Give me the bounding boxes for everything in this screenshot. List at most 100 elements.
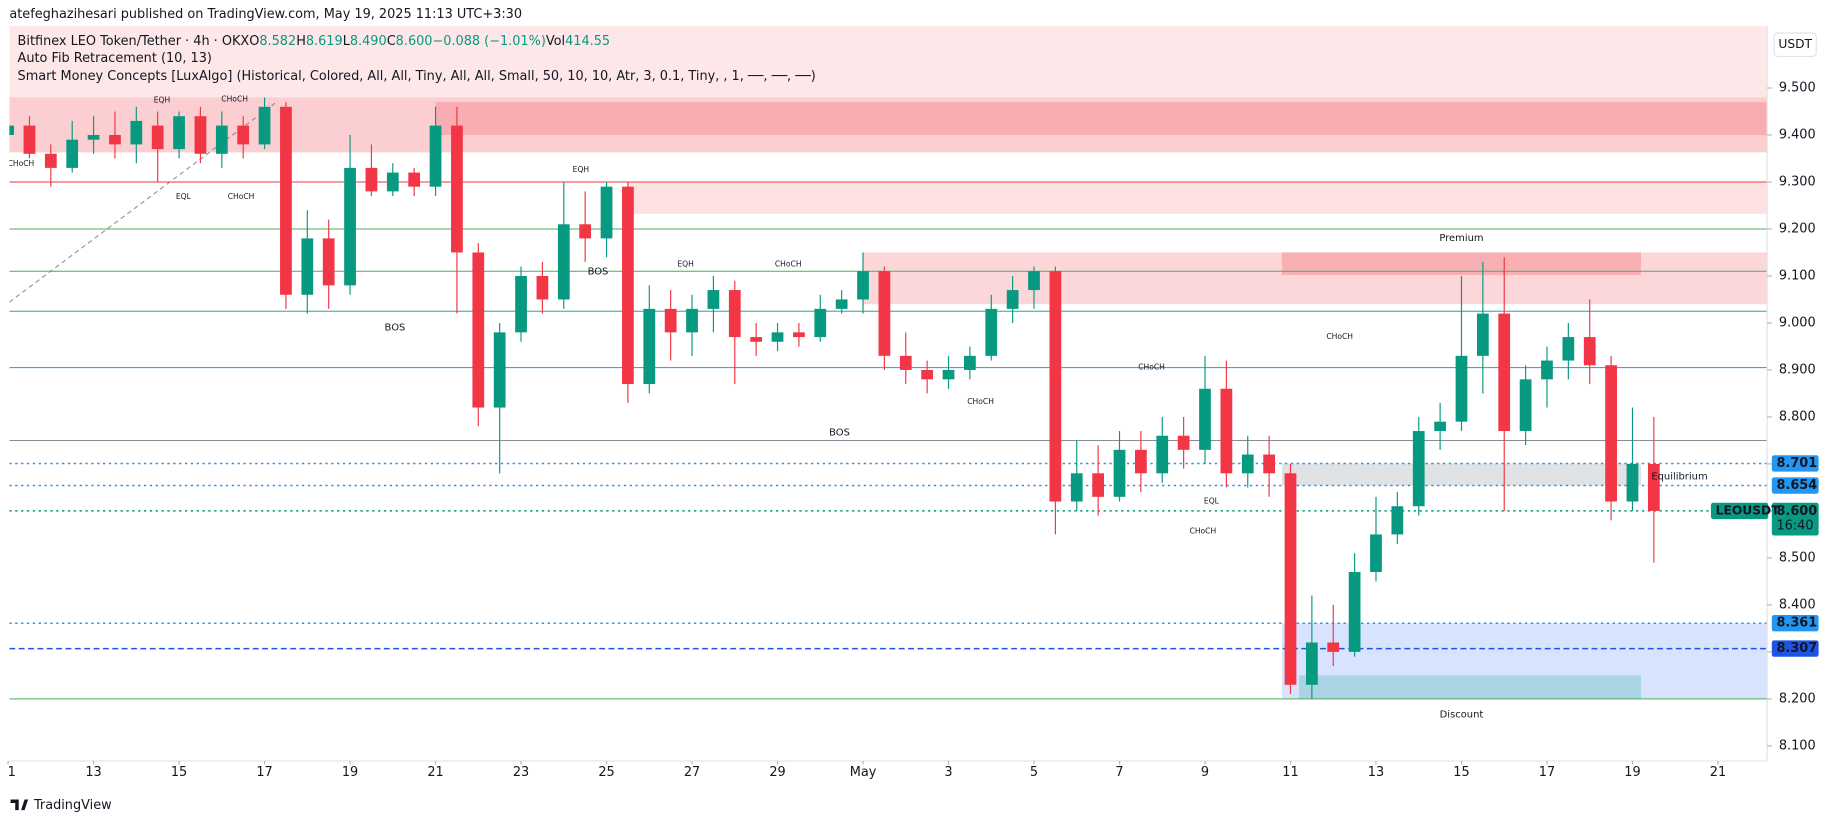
x-tick-label: 25: [598, 765, 614, 780]
zone: [1281, 623, 1768, 699]
structure-label: BOS: [385, 323, 406, 334]
candle-body: [429, 125, 442, 187]
candle-body: [1070, 473, 1083, 502]
candle-body: [9, 125, 14, 135]
zone: [1281, 252, 1642, 276]
structure-label: CHoCH: [1190, 527, 1217, 536]
quote-value: 8.490: [350, 34, 387, 49]
zone: [627, 181, 1768, 214]
candle-body: [1006, 290, 1019, 309]
x-tick-label: 1: [8, 765, 16, 780]
candle-body: [109, 134, 121, 145]
structure-label: EQH: [154, 96, 171, 105]
y-tick-label: 9.300: [1779, 174, 1816, 189]
plot-area: EQH CHoCH CHoCH EQL CHoCH EQH BOS BOS EQH CHoCH BO…: [8, 25, 1768, 720]
candle-body: [1284, 473, 1297, 685]
footer-brand: TradingView: [33, 798, 112, 813]
x-tick-label: 15: [171, 765, 187, 780]
candle-body: [622, 186, 634, 385]
candle-body: [44, 153, 57, 168]
candle-body: [1156, 435, 1169, 474]
candle-body: [1519, 379, 1532, 432]
currency-label[interactable]: USDT: [1778, 37, 1812, 51]
x-tick-label: 9: [1201, 765, 1209, 780]
candle-body: [771, 332, 784, 342]
x-tick-label: 19: [1624, 765, 1640, 780]
price-label-box: [1771, 615, 1819, 632]
candle-body: [985, 308, 998, 356]
candle-body: [707, 290, 720, 309]
currency-button[interactable]: [1773, 32, 1817, 57]
price-label: 8.654: [1776, 478, 1817, 493]
candle-body: [408, 172, 421, 187]
candle-body: [344, 167, 356, 286]
logo-icon: [10, 799, 29, 811]
candle-body: [1220, 388, 1233, 474]
candle-body: [1199, 388, 1211, 450]
candle-body: [1562, 337, 1575, 361]
quote-value: 8.582: [259, 34, 296, 49]
x-tick-label: 29: [769, 765, 785, 780]
y-tick-label: 9.000: [1779, 315, 1816, 330]
structure-label: CHoCH: [221, 95, 248, 104]
symbol-box: [1710, 502, 1769, 520]
last-price-box: [1771, 502, 1819, 536]
candle-body: [194, 116, 207, 154]
candle-body: [215, 125, 228, 154]
price-label: 8.307: [1776, 641, 1817, 656]
candle-body: [921, 369, 934, 380]
candle-body: [301, 238, 314, 295]
candle-body: [151, 125, 164, 150]
candle-body: [1455, 355, 1468, 422]
candle-body: [1647, 463, 1660, 511]
indicator-legend: Smart Money Concepts [LuxAlgo] (Historic…: [18, 69, 816, 84]
quote-key: Vol: [546, 34, 565, 49]
candle-body: [686, 308, 698, 333]
x-tick-label: 21: [427, 765, 443, 780]
x-tick-label: 3: [944, 765, 952, 780]
candle-body: [258, 106, 271, 145]
candle-body: [1305, 642, 1318, 685]
quote-value: −0.088 (−1.01%): [433, 34, 546, 49]
candle-body: [1177, 435, 1190, 450]
candle-body: [1049, 271, 1062, 502]
zone: [1299, 675, 1642, 699]
candle-body: [1605, 365, 1617, 502]
structure-label: CHoCH: [8, 159, 35, 168]
y-tick-label: 8.500: [1779, 550, 1816, 565]
x-tick-label: 27: [684, 765, 700, 780]
structure-label: Equilibrium: [1651, 472, 1707, 483]
candle-body: [451, 125, 463, 253]
zone: [1281, 463, 1642, 486]
x-tick-label: 21: [1710, 765, 1726, 780]
candle-body: [1391, 506, 1404, 535]
last-price: 8.600: [1776, 504, 1817, 519]
structure-label: Discount: [1440, 709, 1484, 720]
x-tick-label: 13: [85, 765, 101, 780]
structure-label: EQL: [1204, 497, 1220, 506]
candle-body: [515, 275, 527, 333]
candle-body: [814, 308, 827, 338]
candle-body: [1348, 572, 1361, 652]
x-tick-label: 17: [256, 765, 272, 780]
candle-body: [579, 224, 592, 239]
indicator-legend: Auto Fib Retracement (10, 13): [18, 51, 212, 66]
candle-body: [1135, 449, 1147, 474]
x-tick-label: 5: [1030, 765, 1038, 780]
candle-body: [1498, 313, 1511, 432]
structure-label: EQH: [573, 165, 590, 174]
candle-body: [173, 116, 185, 150]
symbol-name: Bitfinex LEO Token/Tether · 4h · OKX: [18, 34, 250, 49]
y-tick-label: 9.200: [1779, 221, 1816, 236]
price-label: 8.701: [1776, 456, 1817, 471]
candle-body: [964, 355, 976, 370]
y-tick-label: 9.400: [1779, 127, 1816, 142]
structure-label: BOS: [829, 427, 850, 438]
candle-body: [1092, 473, 1105, 497]
countdown: 16:40: [1776, 519, 1813, 534]
x-tick-label: 17: [1539, 765, 1555, 780]
x-tick-label: 19: [342, 765, 358, 780]
structure-label: Premium: [1439, 233, 1483, 244]
price-label-box: [1771, 640, 1819, 657]
